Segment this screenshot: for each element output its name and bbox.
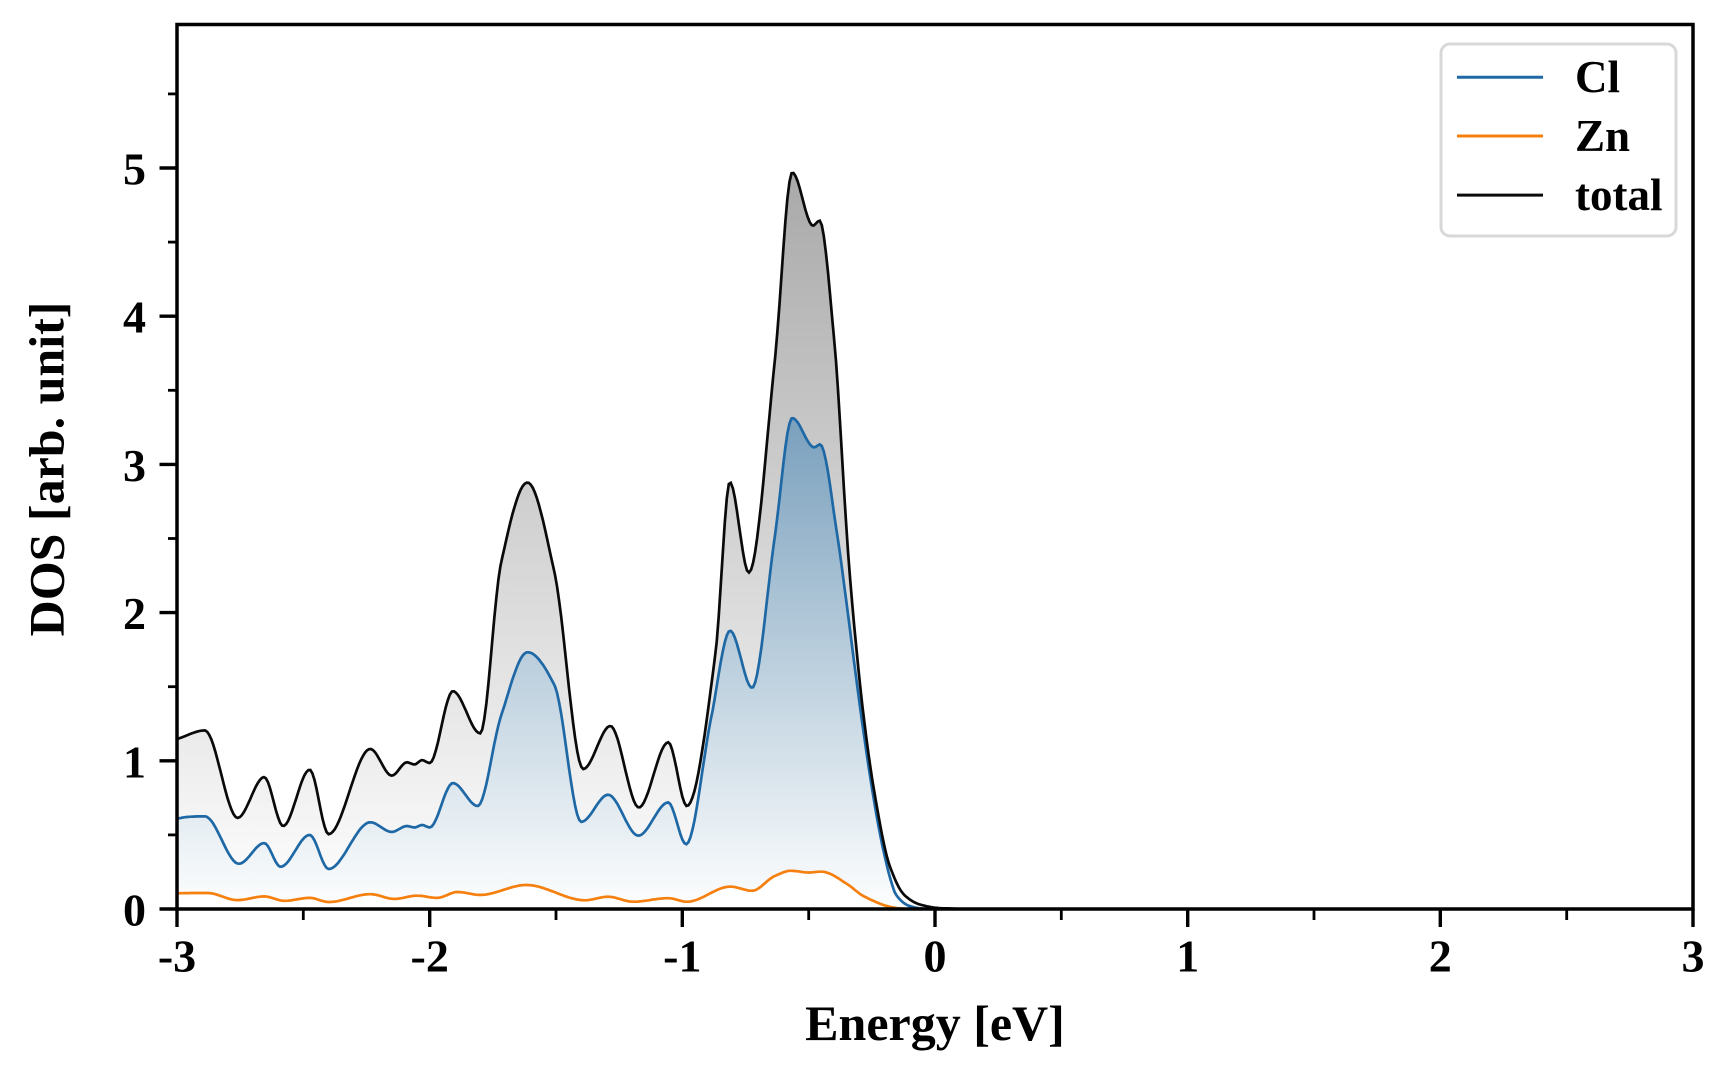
svg-text:2: 2 [1429,931,1452,982]
svg-text:-1: -1 [663,931,701,982]
svg-text:DOS [arb. unit]: DOS [arb. unit] [19,302,75,637]
svg-text:-2: -2 [411,931,449,982]
svg-text:Energy [eV]: Energy [eV] [805,995,1065,1051]
svg-text:1: 1 [1176,931,1199,982]
svg-text:total: total [1575,170,1662,220]
svg-text:0: 0 [924,931,947,982]
svg-text:0: 0 [123,885,146,936]
svg-text:-3: -3 [158,931,196,982]
svg-text:1: 1 [123,736,146,787]
svg-text:Zn: Zn [1575,111,1630,161]
svg-text:3: 3 [123,440,146,491]
svg-text:2: 2 [123,588,146,639]
svg-text:3: 3 [1682,931,1705,982]
svg-text:5: 5 [123,144,146,195]
svg-text:Cl: Cl [1575,52,1620,102]
svg-text:4: 4 [123,292,146,343]
